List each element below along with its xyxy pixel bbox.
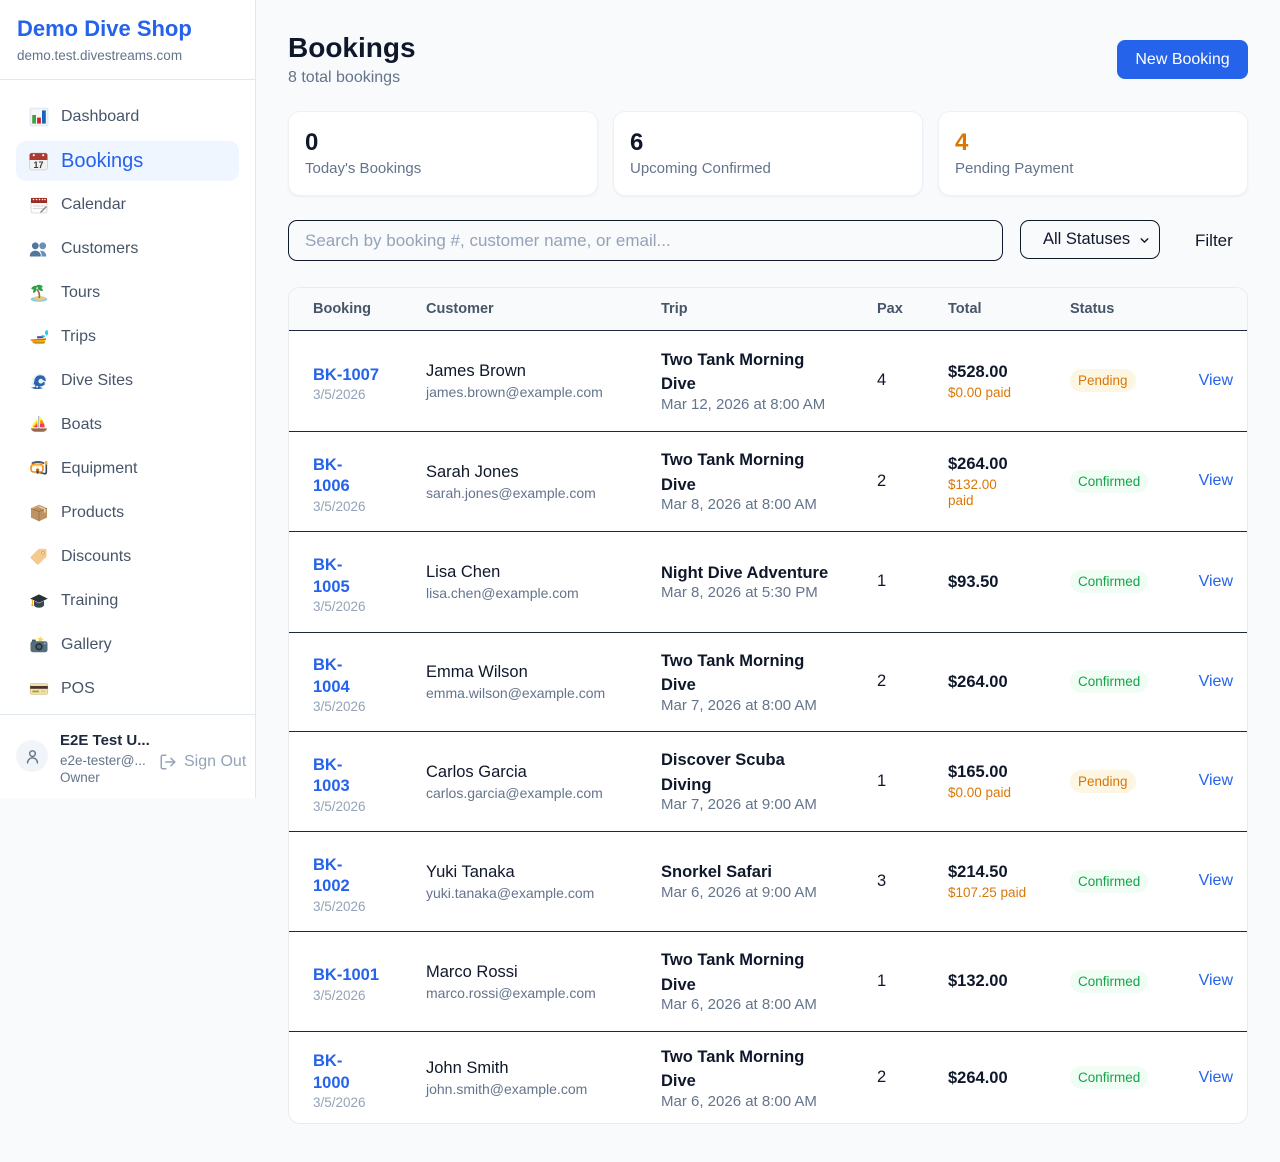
- svg-text:17: 17: [34, 160, 44, 170]
